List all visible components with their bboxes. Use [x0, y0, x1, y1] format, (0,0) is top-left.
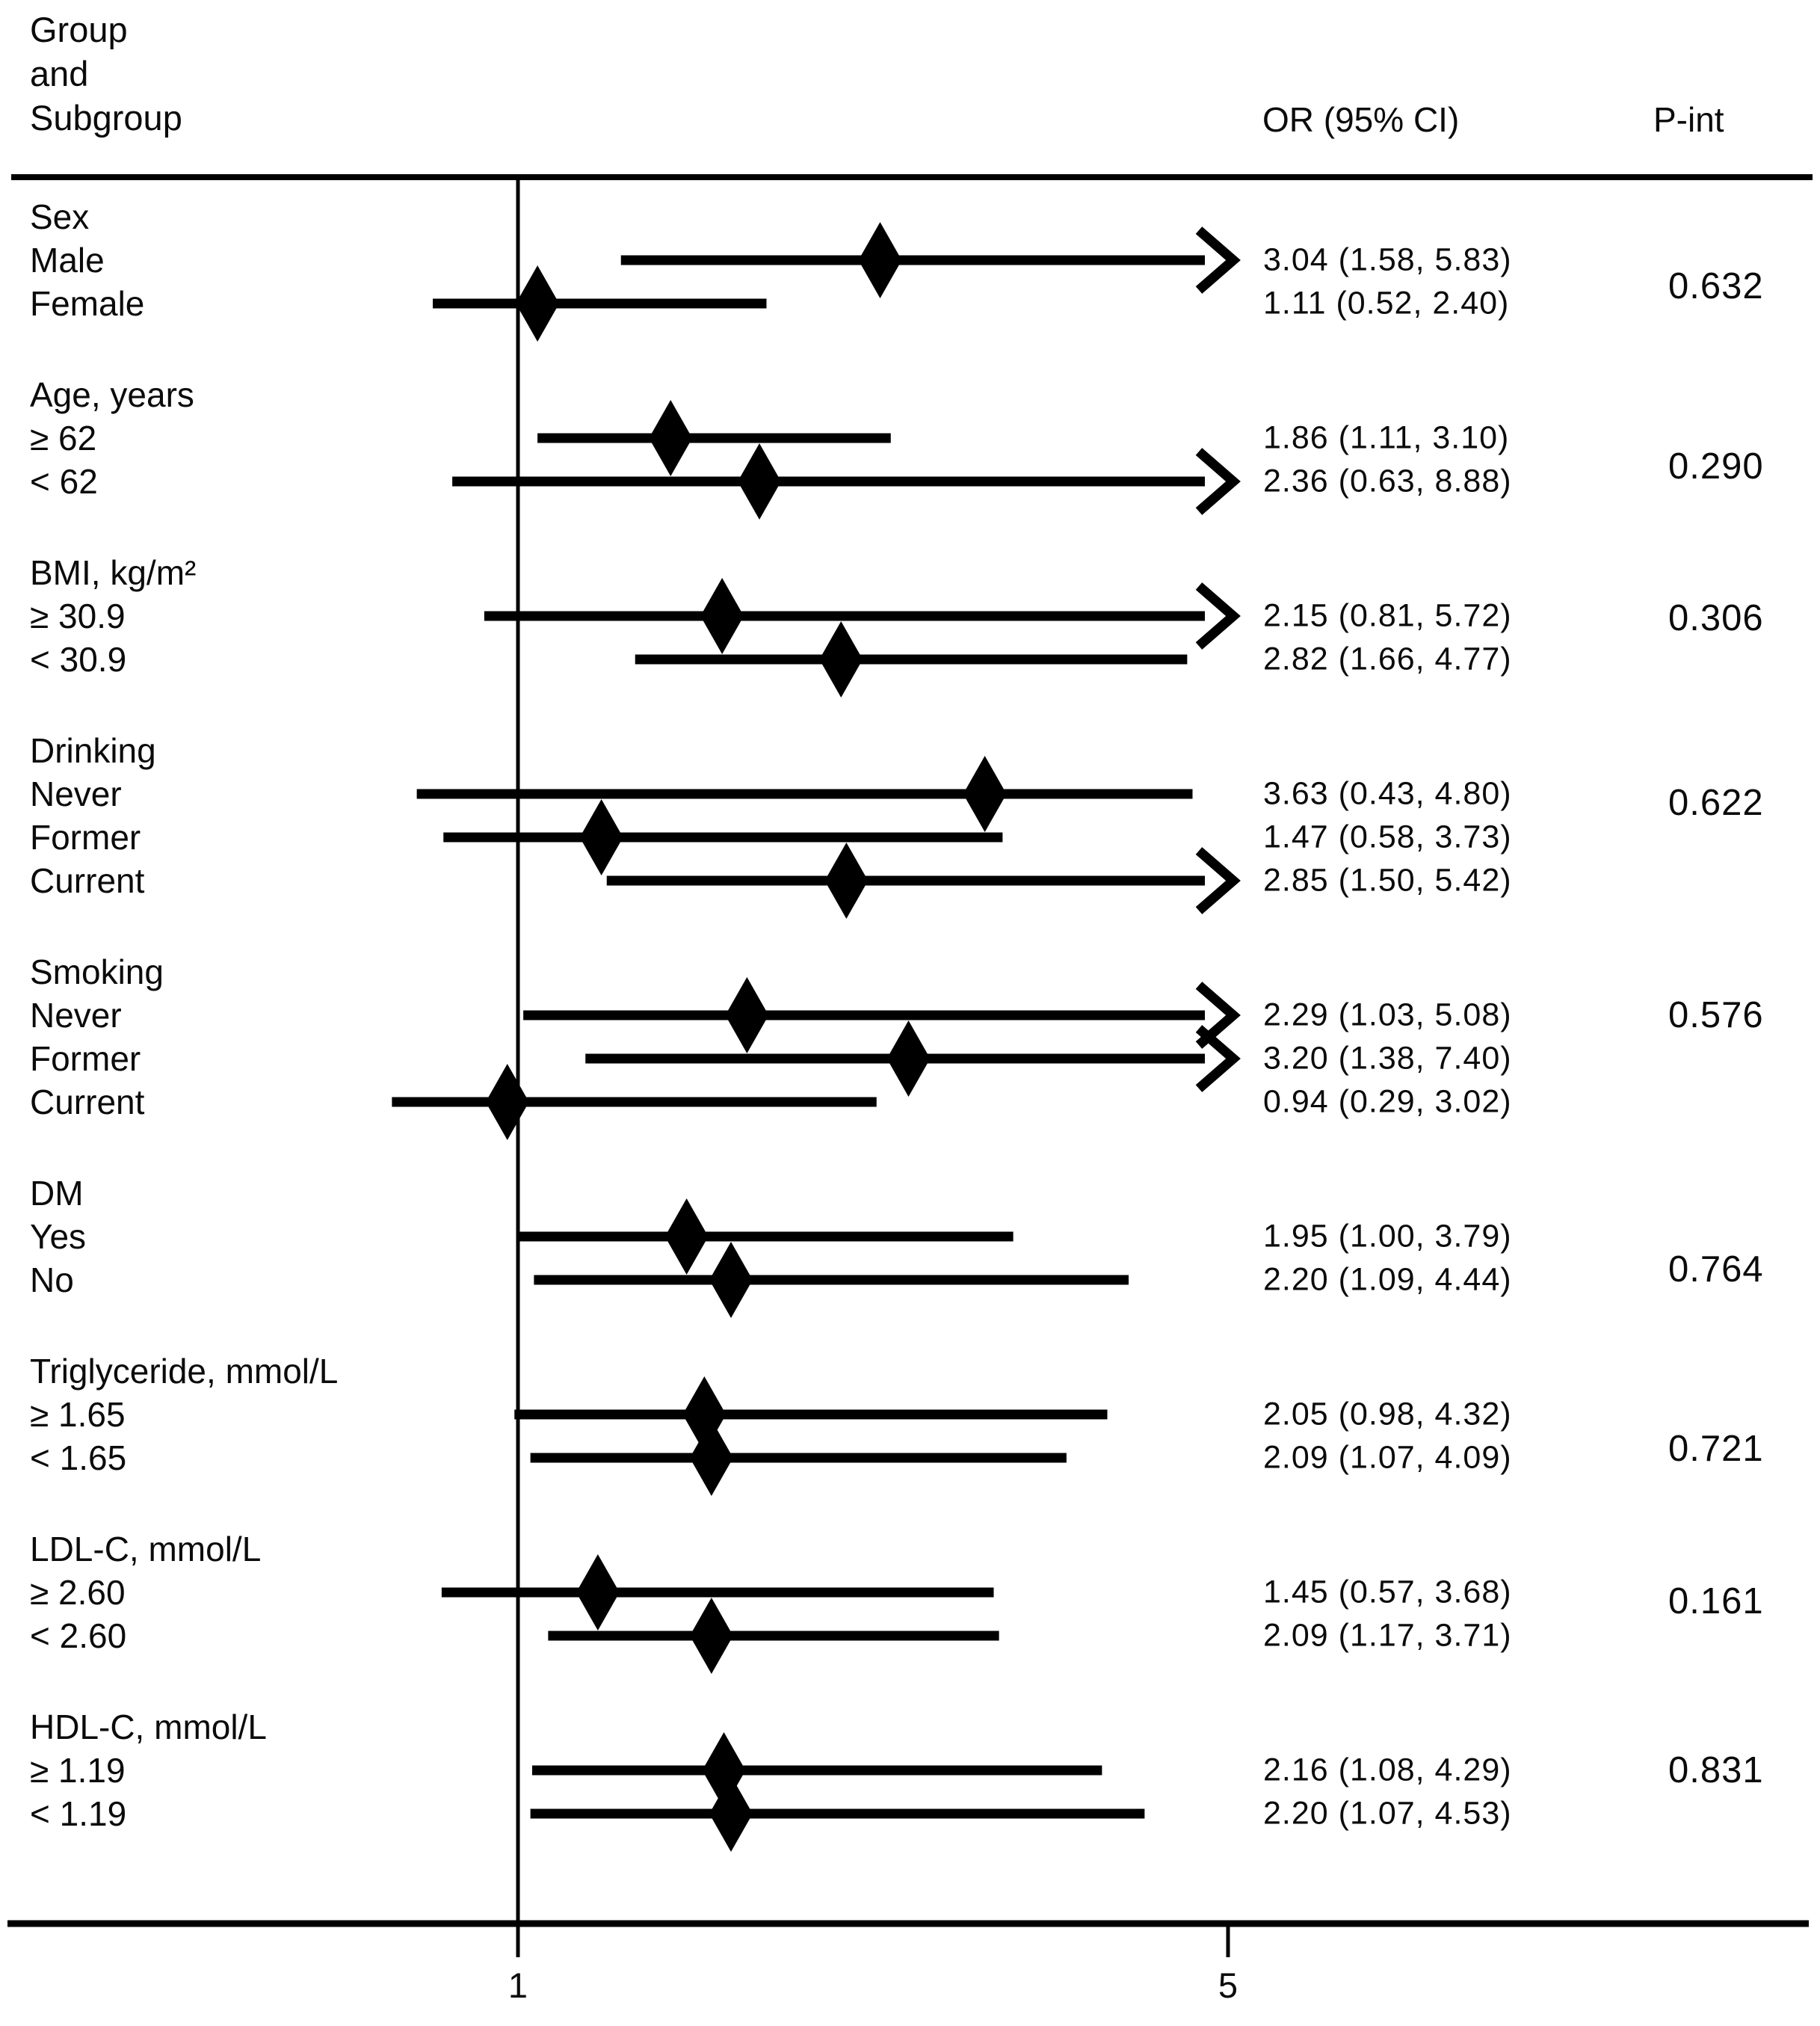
or-ci-value: 3.04 (1.58, 5.83)	[1263, 241, 1512, 278]
subgroup-label: < 1.65	[30, 1438, 127, 1477]
or-point-diamond	[700, 578, 744, 654]
or-point-diamond	[649, 400, 693, 476]
group-column-header: Group and Subgroup	[30, 7, 182, 140]
subgroup-label: < 2.60	[30, 1616, 127, 1655]
p-interaction-value: 0.632	[1668, 265, 1764, 307]
or-ci-value: 1.95 (1.00, 3.79)	[1263, 1218, 1512, 1254]
pint-column-header: P-int	[1653, 100, 1724, 139]
subgroup-label: Male	[30, 241, 105, 280]
ci-clip-arrow	[1195, 227, 1241, 294]
or-point-diamond	[516, 265, 560, 342]
group-label: DM	[30, 1174, 84, 1213]
group-label: BMI, kg/m²	[30, 553, 197, 592]
subgroup-label: Current	[30, 861, 145, 900]
or-ci-value: 2.82 (1.66, 4.77)	[1263, 641, 1512, 677]
or-ci-value: 2.09 (1.07, 4.09)	[1263, 1439, 1512, 1476]
subgroup-label: < 1.19	[30, 1794, 127, 1833]
subgroup-label: ≥ 1.65	[30, 1395, 126, 1434]
or-ci-value: 2.29 (1.03, 5.08)	[1263, 997, 1512, 1033]
p-interaction-value: 0.831	[1668, 1750, 1764, 1791]
subgroup-label: Female	[30, 284, 145, 323]
subgroup-label: < 30.9	[30, 640, 127, 679]
or-point-diamond	[819, 621, 863, 698]
or-point-diamond	[709, 1242, 753, 1318]
group-label: Age, years	[30, 375, 194, 414]
or-ci-value: 1.47 (0.58, 3.73)	[1263, 819, 1512, 855]
subgroup-label: Former	[30, 818, 141, 857]
or-ci-value: 2.05 (0.98, 4.32)	[1263, 1396, 1512, 1432]
or-ci-value: 2.16 (1.08, 4.29)	[1263, 1752, 1512, 1788]
subgroup-label: ≥ 2.60	[30, 1573, 126, 1612]
or-ci-value: 3.20 (1.38, 7.40)	[1263, 1040, 1512, 1077]
or-ci-value: 3.63 (0.43, 4.80)	[1263, 775, 1512, 812]
or-point-diamond	[664, 1198, 709, 1275]
or-column-header: OR (95% CI)	[1262, 100, 1460, 139]
p-interaction-value: 0.161	[1668, 1580, 1764, 1622]
ci-clip-arrow	[1195, 448, 1241, 515]
or-ci-value: 2.85 (1.50, 5.42)	[1263, 862, 1512, 899]
group-label: Sex	[30, 197, 90, 236]
group-column-header-line3: Subgroup	[30, 98, 182, 138]
p-interaction-value: 0.306	[1668, 597, 1764, 638]
subgroup-label: ≥ 62	[30, 419, 97, 458]
or-point-diamond	[725, 977, 769, 1053]
x-tick-label-1: 1	[508, 1965, 528, 2005]
subgroup-label: Former	[30, 1039, 141, 1078]
ci-clip-arrow	[1195, 847, 1241, 914]
or-ci-value: 0.94 (0.29, 3.02)	[1263, 1083, 1512, 1120]
p-interaction-value: 0.290	[1668, 446, 1764, 487]
subgroup-label: ≥ 30.9	[30, 597, 126, 635]
or-ci-value: 1.86 (1.11, 3.10)	[1263, 419, 1510, 456]
group-label: LDL-C, mmol/L	[30, 1530, 262, 1568]
or-point-diamond	[689, 1598, 733, 1674]
or-ci-value: 2.36 (0.63, 8.88)	[1263, 463, 1512, 499]
subgroup-label: Current	[30, 1083, 145, 1121]
group-label: HDL-C, mmol/L	[30, 1708, 267, 1746]
or-point-diamond	[576, 1554, 620, 1631]
or-point-diamond	[689, 1420, 733, 1496]
or-point-diamond	[485, 1064, 529, 1140]
or-point-diamond	[709, 1776, 753, 1852]
group-label: Triglyceride, mmol/L	[30, 1352, 339, 1391]
or-point-diamond	[579, 799, 623, 875]
or-ci-value: 2.09 (1.17, 3.71)	[1263, 1617, 1512, 1654]
x-tick-label-5: 5	[1218, 1965, 1238, 2005]
ci-clip-arrow	[1195, 582, 1241, 650]
or-ci-value: 2.20 (1.09, 4.44)	[1263, 1261, 1512, 1298]
group-label: Smoking	[30, 952, 164, 991]
subgroup-label: Never	[30, 996, 122, 1035]
or-point-diamond	[738, 443, 781, 520]
p-interaction-value: 0.721	[1668, 1429, 1764, 1470]
or-ci-value: 1.11 (0.52, 2.40)	[1263, 285, 1510, 321]
or-ci-value: 2.15 (0.81, 5.72)	[1263, 597, 1512, 634]
group-column-header-line1: Group	[30, 10, 128, 49]
or-point-diamond	[858, 222, 902, 298]
subgroup-label: ≥ 1.19	[30, 1751, 126, 1790]
or-point-diamond	[963, 756, 1007, 832]
subgroup-label: < 62	[30, 462, 98, 501]
group-label: Drinking	[30, 731, 156, 770]
subgroup-label: Never	[30, 775, 122, 813]
or-ci-value: 1.45 (0.57, 3.68)	[1263, 1574, 1512, 1610]
p-interaction-value: 0.764	[1668, 1248, 1764, 1290]
ci-clip-arrow	[1195, 1025, 1241, 1092]
p-interaction-value: 0.622	[1668, 782, 1764, 823]
subgroup-label: No	[30, 1260, 74, 1299]
group-column-header-line2: and	[30, 54, 89, 93]
or-point-diamond	[886, 1020, 931, 1097]
subgroup-label: Yes	[30, 1217, 87, 1256]
or-ci-value: 2.20 (1.07, 4.53)	[1263, 1795, 1512, 1832]
p-interaction-value: 0.576	[1668, 995, 1764, 1035]
or-point-diamond	[824, 843, 869, 919]
